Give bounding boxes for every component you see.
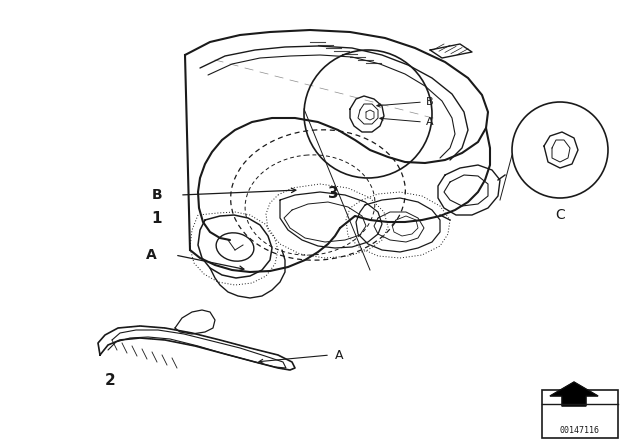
- Polygon shape: [550, 382, 598, 406]
- Text: A: A: [426, 117, 434, 127]
- Text: B: B: [152, 188, 162, 202]
- Text: 3: 3: [328, 186, 339, 201]
- Text: C: C: [555, 208, 565, 222]
- Text: A: A: [335, 349, 344, 362]
- Text: A: A: [147, 248, 157, 262]
- Text: B: B: [426, 97, 434, 107]
- Text: 00147116: 00147116: [560, 426, 600, 435]
- Text: 2: 2: [104, 372, 115, 388]
- Text: 1: 1: [152, 211, 162, 225]
- Bar: [542, 390, 618, 438]
